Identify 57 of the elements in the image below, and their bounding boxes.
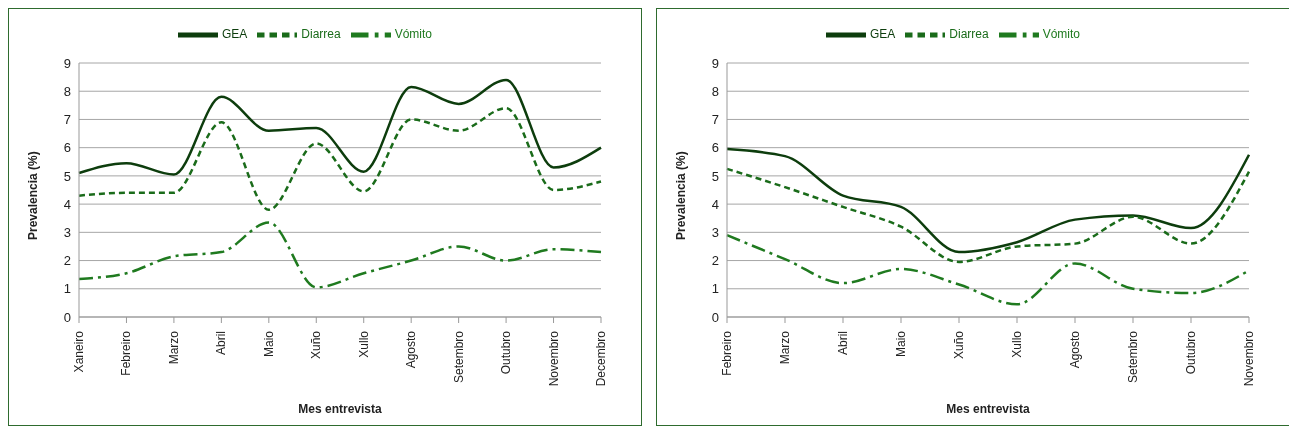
line-series: [77, 78, 603, 176]
legend-label: GEA: [869, 27, 896, 42]
y-tick-label: 6: [711, 140, 719, 156]
x-tick-label: Decembro: [594, 330, 608, 387]
legend-label: GEA: [221, 27, 248, 42]
x-tick-label: Novembro: [1242, 330, 1256, 387]
y-tick-label: 2: [63, 253, 71, 269]
y-axis-title: Prevalencia (%): [26, 151, 41, 240]
y-tick-label: 2: [711, 253, 719, 269]
x-tick-label: Xuño: [952, 330, 966, 360]
y-tick-label: 9: [63, 55, 71, 71]
x-tick-label: Maio: [894, 330, 908, 358]
x-tick-label: Febreiro: [119, 330, 134, 376]
y-axis-title: Prevalencia (%): [674, 151, 689, 240]
x-tick-label: Agosto: [404, 330, 419, 369]
line-series: [725, 147, 1251, 254]
x-tick-label: Xuño: [309, 330, 324, 360]
y-tick-label: 1: [63, 281, 71, 297]
y-tick-label: 8: [711, 83, 719, 99]
x-tick-label: Marzo: [166, 330, 181, 365]
y-tick-label: 0: [711, 309, 719, 325]
line-series: [77, 221, 603, 289]
y-tick-label: 3: [63, 224, 71, 240]
y-tick-label: 5: [711, 168, 719, 184]
y-tick-label: 4: [711, 196, 719, 212]
x-axis-title: Mes entrevista: [298, 402, 383, 416]
x-tick-label: Xullo: [1010, 330, 1024, 358]
y-tick-label: 9: [711, 55, 719, 71]
y-tick-label: 5: [63, 168, 71, 184]
x-tick-label: Setembro: [451, 330, 466, 384]
y-tick-label: 8: [63, 83, 71, 99]
y-tick-label: 6: [63, 140, 71, 156]
x-tick-label: Novembro: [546, 330, 561, 387]
legend-label: Vómito: [394, 27, 433, 42]
y-tick-label: 1: [711, 281, 719, 297]
y-tick-label: 0: [63, 309, 71, 325]
y-tick-label: 3: [711, 224, 719, 240]
x-tick-label: Agosto: [1068, 330, 1082, 369]
x-tick-label: Abril: [836, 331, 850, 356]
x-tick-label: Febreiro: [720, 330, 734, 376]
x-tick-label: Setembro: [1126, 330, 1140, 384]
legend-label: Diarrea: [301, 27, 341, 42]
y-tick-label: 7: [63, 112, 71, 128]
x-tick-label: Abril: [214, 331, 229, 356]
x-axis-title: Mes entrevista: [946, 402, 1031, 416]
x-tick-label: Maio: [261, 330, 276, 358]
x-tick-label: Outubro: [499, 330, 514, 375]
x-tick-label: Xaneiro: [72, 330, 86, 373]
y-tick-label: 4: [63, 196, 71, 212]
line-series: [725, 167, 1251, 264]
x-tick-label: Marzo: [778, 330, 792, 365]
y-tick-label: 7: [711, 112, 719, 128]
legend-label: Diarrea: [949, 27, 989, 42]
line-series: [77, 106, 603, 212]
x-tick-label: Outubro: [1184, 330, 1198, 375]
legend-label: Vómito: [1042, 27, 1081, 42]
x-tick-label: Xullo: [356, 330, 371, 358]
